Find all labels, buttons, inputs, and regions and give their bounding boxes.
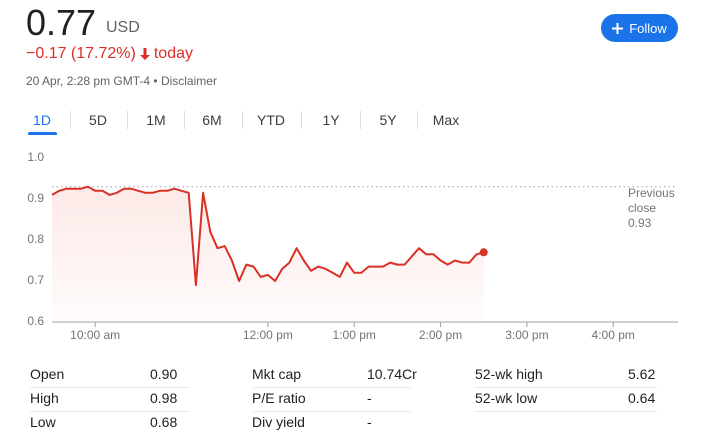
x-tick-label: 3:00 pm	[505, 328, 548, 342]
tab-separator	[359, 111, 361, 129]
stat-label: P/E ratio	[252, 390, 306, 406]
x-tick-label: 1:00 pm	[333, 328, 376, 342]
tab[interactable]: 5D	[89, 112, 107, 128]
x-tick-label: 12:00 pm	[243, 328, 293, 342]
tab-separator	[184, 111, 185, 129]
area-fill	[52, 186, 484, 322]
y-tick-label: 0.9	[27, 191, 44, 205]
change: −0.17 (17.72%)	[26, 45, 136, 62]
tab-separator	[417, 111, 418, 129]
y-tick-label: 0.6	[27, 314, 44, 328]
stat-label: 52-wk high	[475, 366, 543, 382]
active-tab-underline	[28, 132, 57, 135]
chart: 1.0 0.9 0.8 0.7 0.6 10:00 am 12:00 pm 1:00 pm 2:…	[27, 150, 678, 342]
row-divider	[30, 411, 190, 412]
row-divider	[252, 387, 412, 388]
tab[interactable]: 6M	[202, 112, 222, 128]
stat-value: -	[367, 390, 372, 406]
down-arrow	[139, 48, 150, 60]
x-tick-label: 2:00 pm	[419, 328, 462, 342]
row-divider	[475, 411, 657, 412]
stat-label: Div yield	[252, 414, 305, 430]
timestamp: 20 Apr, 2:28 pm GMT-4 •	[26, 74, 161, 88]
plus-icon	[612, 22, 624, 34]
y-tick-label: 0.7	[27, 273, 44, 287]
tab-separator	[70, 111, 71, 129]
price-line	[51, 185, 484, 287]
tab[interactable]: 5Y	[379, 112, 397, 128]
x-tick-label: 10:00 am	[70, 328, 120, 342]
row-divider	[30, 387, 190, 388]
stat-value: 0.64	[628, 390, 656, 406]
stat-value: 5.62	[628, 366, 656, 382]
stat-value: 0.98	[150, 390, 178, 406]
stat-label: Low	[30, 414, 56, 430]
follow-button[interactable]: Follow	[601, 14, 678, 42]
change-row: −0.17 (17.72%) today	[26, 45, 193, 63]
previous-close-label: Previous close 0.93	[628, 186, 683, 231]
tab[interactable]: YTD	[257, 112, 285, 128]
disclaimer-link[interactable]: Disclaimer	[160, 74, 217, 88]
stat-label: High	[30, 390, 59, 406]
tab[interactable]: 1D	[33, 112, 51, 128]
stat-value: -	[367, 414, 372, 430]
meta: 20 Apr, 2:28 pm GMT-4 • Disclaimer	[26, 74, 217, 88]
tab[interactable]: 1M	[146, 112, 166, 128]
x-tick-label: 4:00 pm	[592, 328, 635, 342]
tab[interactable]: 1Y	[322, 112, 340, 128]
last-point	[479, 248, 488, 257]
y-tick-label: 1.0	[27, 150, 44, 164]
stat-value: 0.68	[150, 414, 178, 430]
tab[interactable]: Max	[432, 112, 460, 128]
stat-label: Open	[30, 366, 65, 382]
tab-separator	[241, 111, 243, 129]
stat-value: 0.90	[150, 366, 178, 382]
price: 0.77	[26, 2, 97, 43]
tab-separator	[301, 111, 302, 129]
previous-close-text: Previous close	[628, 186, 675, 215]
follow-label: Follow	[629, 20, 667, 36]
stat-value: 10.74Cr	[367, 366, 417, 382]
currency: USD	[106, 19, 140, 36]
row-divider	[252, 411, 412, 412]
stat-label: Mkt cap	[252, 366, 302, 382]
row-divider	[475, 387, 657, 388]
y-tick-label: 0.8	[27, 232, 44, 246]
previous-close-value: 0.93	[628, 216, 652, 230]
tab-separator	[127, 111, 128, 129]
change-period: today	[153, 45, 193, 62]
stat-label: 52-wk low	[475, 390, 538, 406]
